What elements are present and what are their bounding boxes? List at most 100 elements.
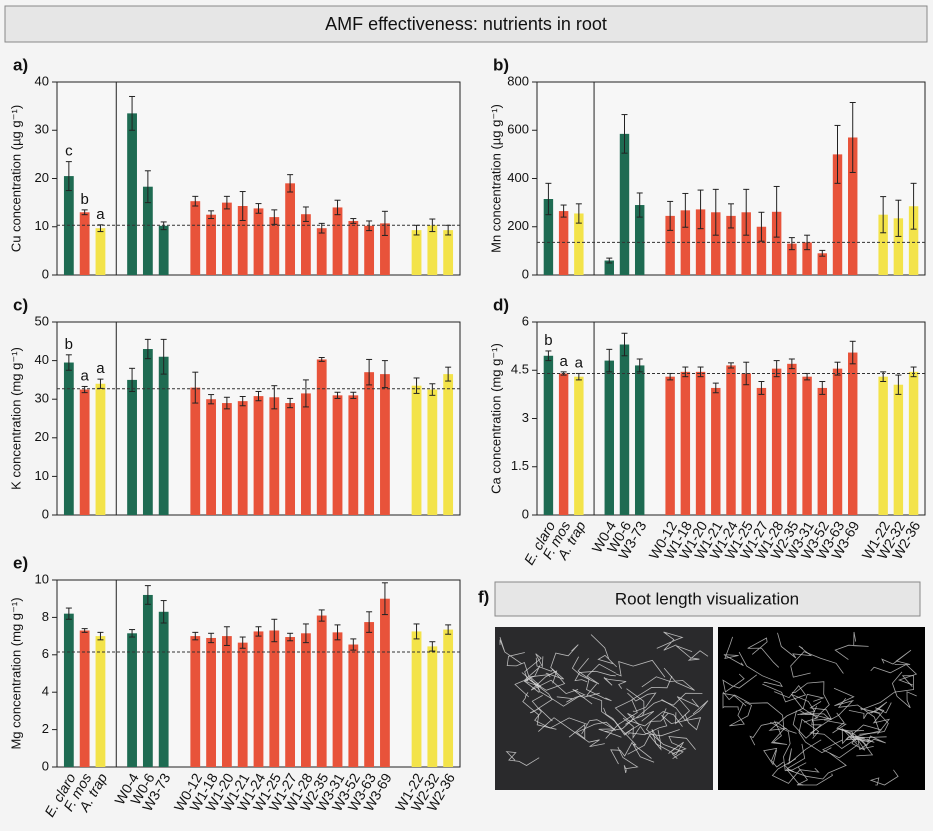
root-strand — [499, 637, 522, 665]
root-lines — [499, 631, 918, 786]
significance-letter: b — [80, 191, 88, 208]
root-strand — [645, 712, 684, 760]
y-tick-label: 0 — [522, 266, 529, 281]
bar — [301, 214, 311, 275]
bar — [427, 389, 438, 515]
bar — [802, 242, 812, 275]
bar — [285, 637, 296, 767]
root-strand — [506, 652, 541, 691]
bar — [802, 376, 812, 515]
root-strand — [881, 649, 912, 665]
bar — [680, 371, 691, 515]
bar — [848, 352, 858, 515]
root-strand — [799, 709, 832, 720]
root-strand — [762, 683, 807, 703]
bar — [348, 220, 359, 275]
panel-label: c) — [13, 295, 28, 314]
root-strand — [530, 670, 579, 695]
y-tick-label: 0 — [522, 506, 529, 521]
y-tick-label: 1.5 — [511, 458, 529, 473]
y-tick-label: 30 — [35, 122, 49, 137]
bar — [142, 186, 153, 275]
bar — [269, 397, 280, 515]
root-strand — [627, 692, 657, 712]
root-strand — [641, 667, 695, 691]
bar — [893, 384, 904, 515]
root-strand — [528, 657, 566, 691]
bar — [79, 630, 90, 767]
root-strand — [505, 751, 540, 766]
y-tick-label: 200 — [507, 218, 529, 233]
root-strand — [809, 720, 857, 749]
bar — [127, 113, 137, 275]
significance-letter: a — [96, 360, 105, 377]
y-tick-label: 10 — [35, 218, 49, 233]
bar — [285, 183, 296, 275]
bar — [127, 379, 137, 515]
root-strand — [763, 747, 784, 768]
bar — [332, 632, 343, 767]
y-tick-label: 600 — [507, 122, 529, 137]
y-tick-label: 6 — [42, 646, 49, 661]
panel-label: a) — [13, 55, 28, 74]
bar — [711, 212, 721, 275]
bar — [893, 218, 904, 275]
root-strand — [749, 721, 797, 746]
root-strand — [869, 769, 899, 786]
panel-label: d) — [493, 295, 509, 314]
bar — [634, 365, 645, 515]
root-strand — [603, 676, 627, 689]
root-strand — [834, 631, 869, 660]
bar — [158, 225, 169, 275]
bar — [832, 368, 843, 515]
bar — [604, 360, 614, 515]
root-strand — [538, 717, 605, 747]
y-tick-label: 400 — [507, 170, 529, 185]
significance-letter: a — [559, 353, 568, 370]
bar — [316, 359, 327, 515]
bar — [285, 403, 296, 515]
root-strand — [522, 692, 557, 730]
root-strand — [656, 631, 684, 651]
root-strand — [651, 729, 684, 756]
y-tick-label: 40 — [35, 352, 49, 367]
bar — [158, 356, 169, 515]
bar — [695, 209, 706, 275]
bar — [695, 371, 706, 515]
root-strand — [823, 687, 855, 721]
panel-label: b) — [493, 55, 509, 74]
y-tick-label: 10 — [35, 571, 49, 586]
bar — [348, 644, 359, 767]
bar — [817, 253, 828, 275]
bar — [665, 215, 675, 275]
significance-letter: a — [80, 367, 89, 384]
root-strand — [809, 701, 832, 736]
y-tick-label: 10 — [35, 468, 49, 483]
root-strand — [661, 698, 709, 721]
root-strand — [514, 665, 541, 698]
root-strand — [545, 644, 579, 680]
bar — [206, 399, 216, 515]
root-strand — [661, 714, 702, 731]
panel-label: f) — [478, 587, 489, 606]
root-strand — [891, 671, 917, 709]
y-tick-label: 30 — [35, 391, 49, 406]
root-strand — [528, 678, 553, 722]
root-strand — [822, 730, 865, 759]
bar — [604, 260, 614, 275]
bar — [269, 217, 280, 275]
bar — [206, 637, 216, 767]
bar — [79, 389, 90, 515]
y-tick-label: 4 — [42, 684, 49, 699]
bar — [665, 376, 675, 515]
root-strand — [617, 746, 639, 773]
bar — [443, 629, 454, 767]
bar — [237, 642, 248, 767]
header-title: AMF effectiveness: nutrients in root — [325, 14, 607, 34]
panel-label: e) — [13, 553, 28, 572]
y-tick-label: 3 — [522, 410, 529, 425]
bar — [142, 349, 153, 515]
bar — [95, 636, 106, 767]
bar — [206, 214, 216, 275]
